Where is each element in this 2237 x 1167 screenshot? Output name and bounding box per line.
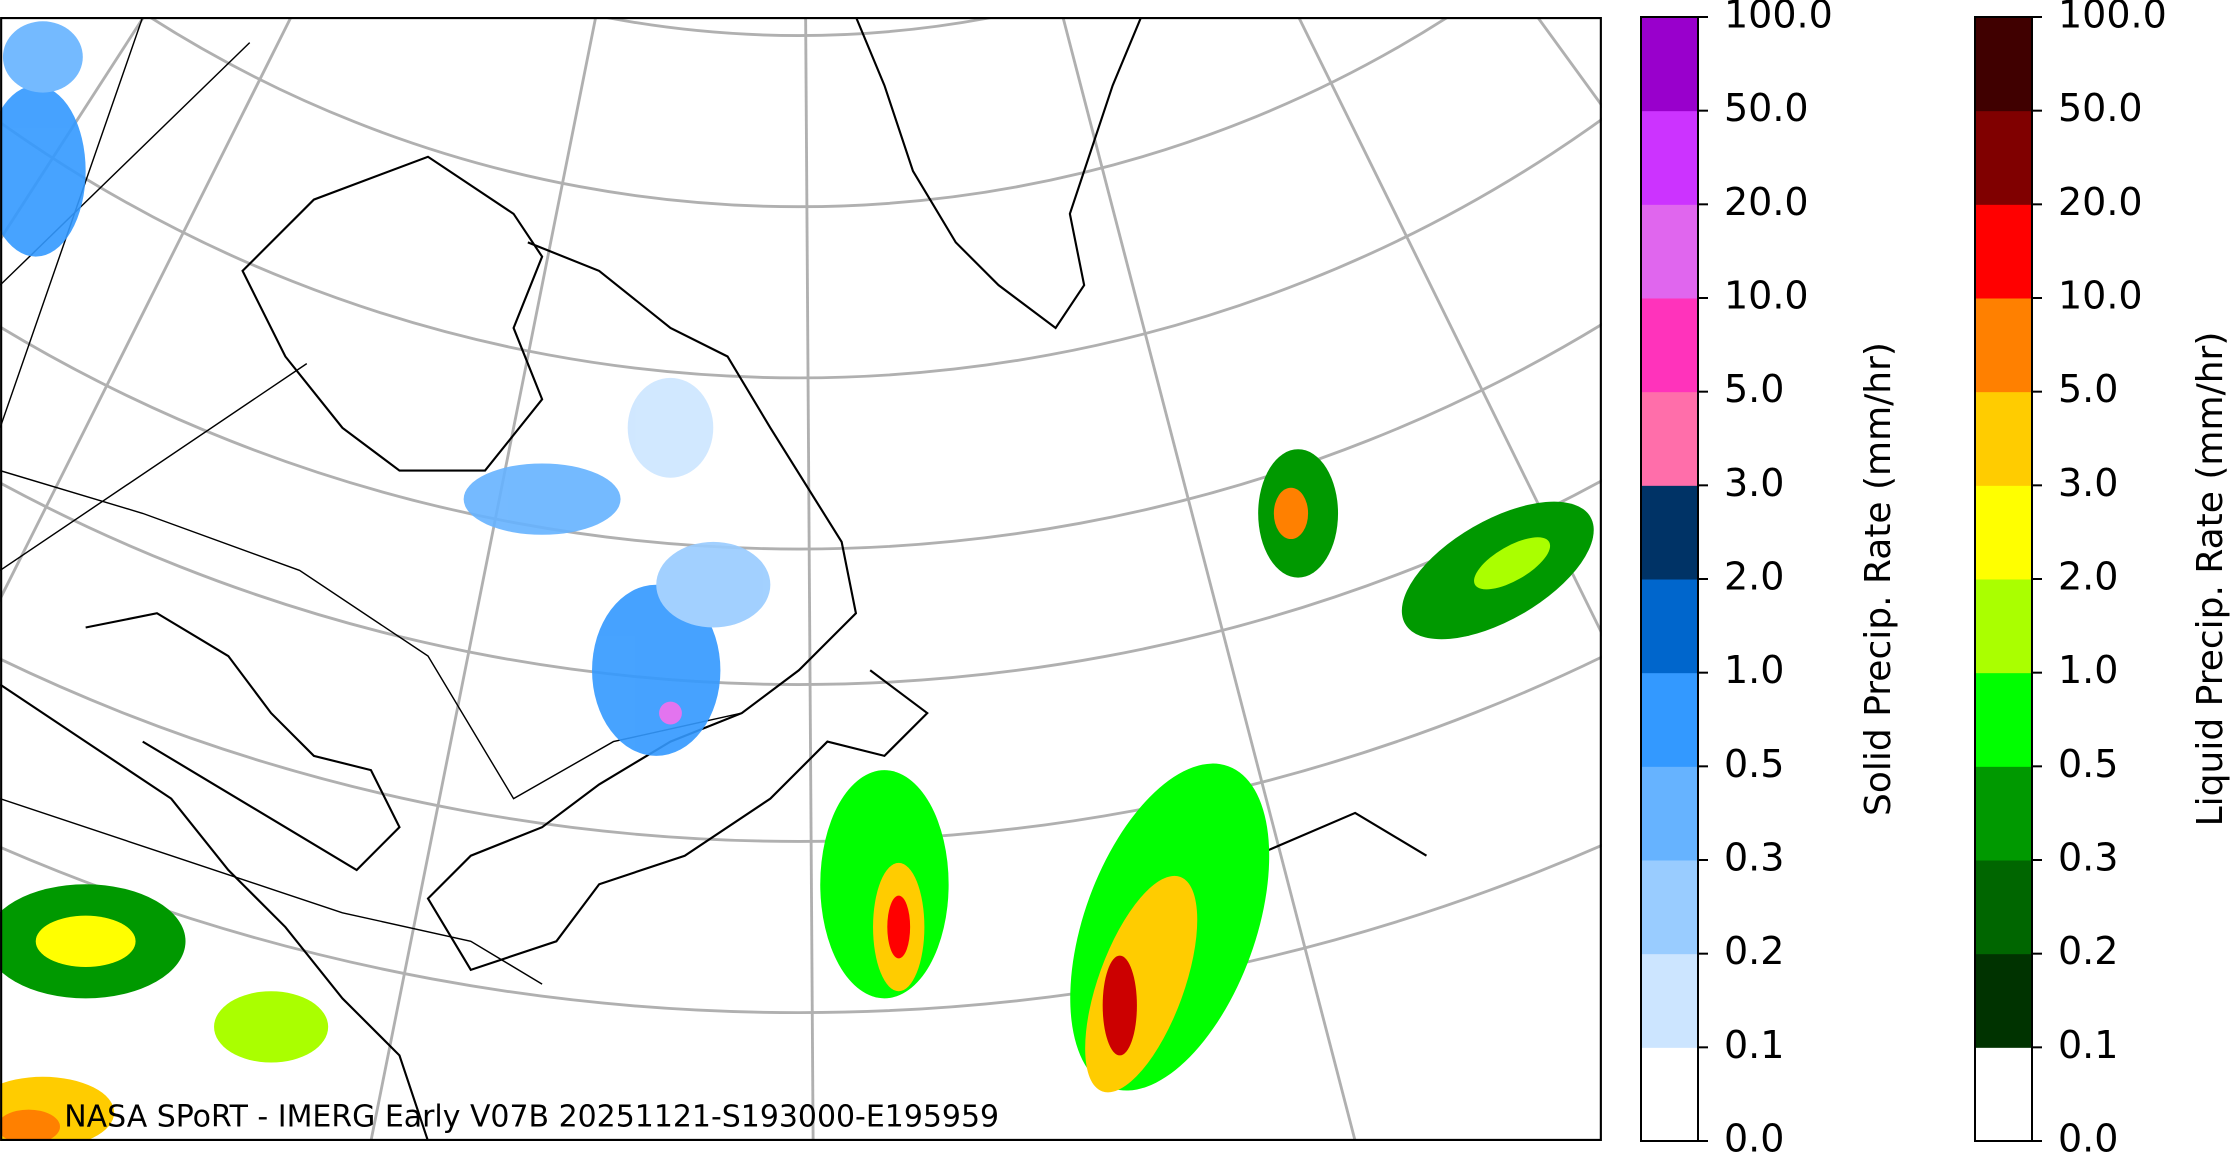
tick-label: 10.0 [1724,274,1809,318]
tick-label: 2.0 [1724,555,1784,599]
tick-label: 0.0 [2058,1117,2118,1161]
color-segment [1641,485,1698,580]
colorbar-label: Solid Precip. Rate (mm/hr) [1858,342,1899,816]
color-segment [1641,298,1698,393]
tick-label: 2.0 [2058,555,2118,599]
color-segment [1975,485,2032,580]
color-segment [1641,204,1698,299]
color-segment [1975,672,2032,767]
tick-label: 3.0 [1724,461,1784,505]
tick-label: 5.0 [2058,367,2118,411]
color-segment [1641,110,1698,205]
tick-label: 20.0 [1724,180,1809,224]
tick-label: 0.3 [2058,836,2118,880]
tick-label: 0.1 [1724,1023,1784,1067]
map: NASA SPoRT - IMERG Early V07B 20251121-S… [0,17,1602,1141]
tick-label: 3.0 [2058,461,2118,505]
color-segment [1641,1047,1698,1142]
color-segment [1975,766,2032,861]
tick-label: 50.0 [1724,86,1809,130]
color-segment [1975,298,2032,393]
tick-label: 0.5 [1724,742,1784,786]
color-segment [1641,579,1698,674]
color-segment [1641,17,1698,112]
tick-label: 10.0 [2058,274,2143,318]
color-segment [1975,953,2032,1048]
tick-label: 0.0 [1724,1117,1784,1161]
map-background [0,17,1602,1141]
color-segment [1975,1047,2032,1142]
color-segment [1975,860,2032,955]
color-segment [1641,391,1698,486]
tick-label: 0.5 [2058,742,2118,786]
tick-label: 0.2 [1724,929,1784,973]
tick-label: 1.0 [2058,648,2118,692]
color-segment [1641,860,1698,955]
tick-label: 50.0 [2058,86,2143,130]
borders [0,17,742,985]
color-segment [1641,766,1698,861]
tick-label: 5.0 [1724,367,1784,411]
annotation: NASA SPoRT - IMERG Early V07B 20251121-S… [64,1100,999,1135]
liquid-precip [0,449,1594,1141]
color-segment [1975,110,2032,205]
color-segment [1641,953,1698,1048]
tick-label: 0.1 [2058,1023,2118,1067]
color-segment [1975,17,2032,112]
color-segment [1975,579,2032,674]
tick-label: 100.0 [1724,0,1833,37]
tick-label: 1.0 [1724,648,1784,692]
colorbar-label: Liquid Precip. Rate (mm/hr) [2190,332,2231,827]
tick-label: 100.0 [2058,0,2167,37]
graticule [0,17,1602,1141]
tick-label: 20.0 [2058,180,2143,224]
tick-label: 0.3 [1724,836,1784,880]
color-segment [1975,204,2032,299]
map-frame [0,17,1602,1141]
color-segment [1975,391,2032,486]
solid-precip [0,21,771,756]
color-segment [1641,672,1698,767]
coastlines [0,17,1428,1141]
tick-label: 0.2 [2058,929,2118,973]
